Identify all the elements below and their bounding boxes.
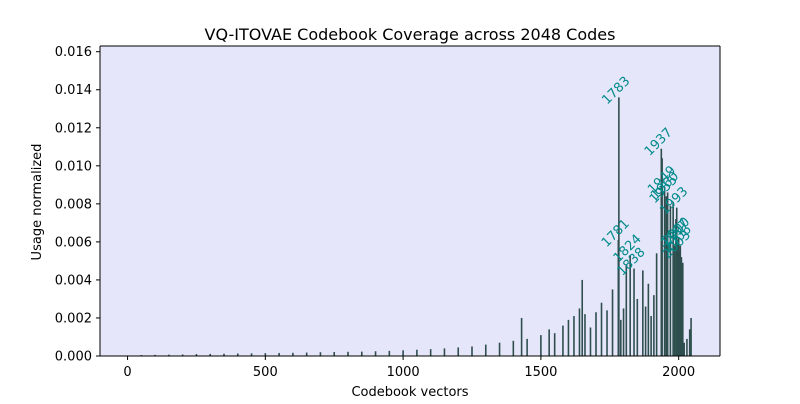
bar <box>521 318 523 356</box>
bar <box>361 352 363 356</box>
bar <box>645 307 647 356</box>
y-tick-label: 0.004 <box>55 273 92 288</box>
bar <box>637 299 639 356</box>
bar <box>430 349 432 356</box>
bar <box>601 303 603 356</box>
bar <box>682 263 684 356</box>
bar <box>648 284 650 356</box>
bar <box>554 333 556 356</box>
bar <box>633 269 635 356</box>
x-axis-title: Codebook vectors <box>351 385 468 400</box>
bar <box>579 308 581 356</box>
bar <box>347 352 349 356</box>
bar <box>681 257 683 356</box>
y-tick-label: 0.000 <box>55 350 92 365</box>
y-tick-label: 0.010 <box>55 159 92 174</box>
bar <box>653 295 655 356</box>
y-tick-label: 0.012 <box>55 121 92 136</box>
y-axis-title: Usage normalized <box>30 144 45 261</box>
bar <box>620 320 622 356</box>
bar <box>690 318 692 356</box>
bar <box>389 351 391 356</box>
y-tick-label: 0.002 <box>55 311 92 326</box>
y-tick-label: 0.008 <box>55 197 92 212</box>
bar <box>584 314 586 356</box>
bar <box>689 329 691 356</box>
bar <box>333 352 335 356</box>
y-tick-label: 0.014 <box>55 83 92 98</box>
bar <box>612 289 614 356</box>
bar <box>573 316 575 356</box>
bar <box>416 350 418 356</box>
bar <box>590 327 592 356</box>
bar <box>665 196 667 356</box>
bar <box>306 353 308 356</box>
x-tick-label: 1500 <box>524 365 557 380</box>
y-tick-label: 0.016 <box>55 45 92 60</box>
bar <box>513 341 515 356</box>
x-tick-label: 1000 <box>387 365 420 380</box>
bar <box>499 343 501 356</box>
bar <box>595 312 597 356</box>
bar <box>526 339 528 356</box>
bar <box>548 329 550 356</box>
bar <box>642 270 644 356</box>
bar <box>457 347 459 356</box>
bar <box>320 352 322 356</box>
x-tick-label: 500 <box>253 365 278 380</box>
bar <box>674 246 676 356</box>
bar <box>606 310 608 356</box>
bar <box>581 280 583 356</box>
bar <box>540 335 542 356</box>
y-ticks-group: 0.000 0.002 0.004 0.006 0.008 0.010 0.012 0.014… <box>55 45 100 364</box>
bar <box>686 339 688 356</box>
chart-title: VQ-ITOVAE Codebook Coverage across 2048 … <box>205 25 616 44</box>
bar <box>650 316 652 356</box>
y-tick-label: 0.006 <box>55 235 92 250</box>
x-tick-label: 0 <box>123 365 131 380</box>
bar <box>562 326 564 356</box>
x-ticks-group: 0 500 1000 1500 2000 <box>123 356 695 380</box>
bar <box>375 351 377 356</box>
x-tick-label: 2000 <box>662 365 695 380</box>
bar <box>402 350 404 356</box>
bar <box>623 308 625 356</box>
bar <box>656 253 658 356</box>
bar <box>444 348 446 356</box>
bar <box>568 320 570 356</box>
bar <box>485 345 487 356</box>
bar <box>683 343 685 356</box>
bar <box>471 346 473 356</box>
